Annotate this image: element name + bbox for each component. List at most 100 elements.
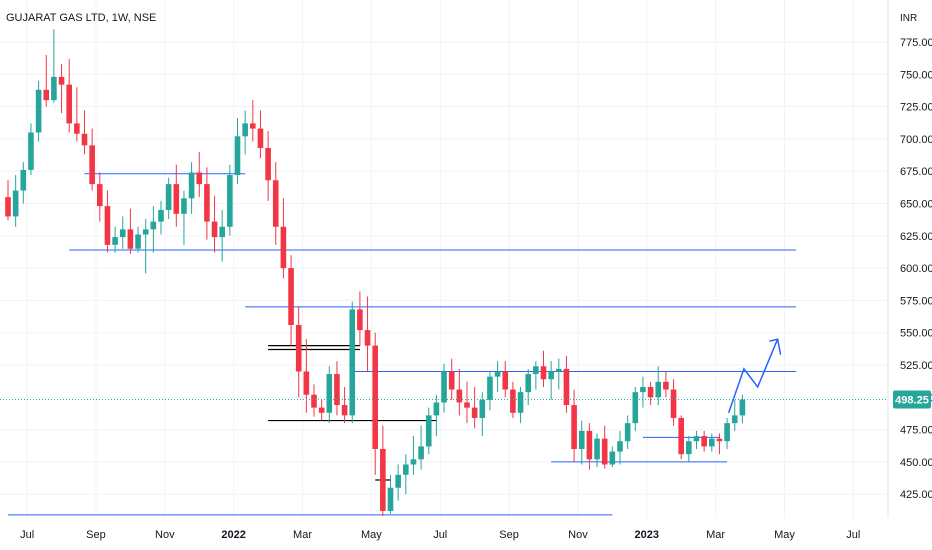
candle-body <box>66 84 72 124</box>
candle-body <box>119 229 126 238</box>
x-tick-label: Mar <box>293 529 312 541</box>
candle <box>257 110 264 159</box>
candle-body <box>739 399 746 416</box>
candle <box>242 110 248 155</box>
candle <box>89 128 95 191</box>
candle-body <box>556 368 562 372</box>
candle <box>510 381 516 418</box>
candle-body <box>380 448 386 511</box>
candle <box>632 386 639 431</box>
x-tick-label: Sep <box>499 529 519 541</box>
last-price-value: 498.25 <box>895 395 929 407</box>
candle-body <box>165 184 172 210</box>
candle-body <box>403 464 409 475</box>
candle <box>548 361 554 400</box>
candle-body <box>250 123 256 129</box>
candle-body <box>58 76 65 85</box>
candle <box>678 415 684 460</box>
candle <box>181 190 187 245</box>
candle <box>204 167 210 240</box>
candle-body <box>456 389 463 403</box>
candle-body <box>441 371 447 403</box>
x-tick-label: Nov <box>155 529 175 541</box>
candle <box>119 216 126 249</box>
candle-body <box>5 197 11 217</box>
candle-body <box>670 389 677 418</box>
projection-arrowhead <box>769 338 782 355</box>
candle-body <box>280 226 287 269</box>
candle-body <box>181 198 187 214</box>
candle-body <box>188 172 195 199</box>
candle <box>456 368 463 416</box>
candle-body <box>142 229 149 235</box>
candle <box>303 339 310 413</box>
candle-body <box>617 441 623 452</box>
candle-body <box>686 441 692 455</box>
candle-body <box>219 226 225 238</box>
candle <box>158 200 164 235</box>
candle-body <box>364 330 371 346</box>
chart-title: GUJARAT GAS LTD, 1W, NSE <box>6 12 156 24</box>
price-axis[interactable]: 425.00450.00475.00500.00525.00550.00575.… <box>900 37 932 501</box>
candle-body <box>28 132 34 170</box>
candle <box>364 296 371 372</box>
candle <box>387 474 394 514</box>
candle <box>357 291 363 346</box>
candle <box>724 417 730 449</box>
candle-body <box>425 415 432 447</box>
candle <box>739 394 746 424</box>
candle-body <box>395 474 401 488</box>
candle <box>418 425 424 470</box>
candle-body <box>724 423 730 442</box>
candle-body <box>494 371 501 377</box>
candle <box>410 436 417 475</box>
candle <box>135 226 141 253</box>
candle <box>601 425 608 469</box>
candle <box>441 363 447 413</box>
x-tick-label: Nov <box>568 529 588 541</box>
candle <box>640 376 646 408</box>
time-axis[interactable]: Jul Sep Nov 2022 Mar May Jul Sep Nov 2023 Mar May Ju… <box>20 529 860 541</box>
x-tick-label: Sep <box>86 529 106 541</box>
candle-body <box>533 366 539 375</box>
candle <box>533 361 539 390</box>
candle <box>594 433 600 468</box>
candle-body <box>112 237 118 245</box>
candle-body <box>257 128 264 148</box>
candle-body <box>89 145 95 185</box>
candle-body <box>127 229 134 249</box>
candle-body <box>640 386 646 393</box>
candle <box>556 358 562 390</box>
candle <box>433 394 440 437</box>
candle <box>58 63 65 114</box>
candle <box>272 162 279 245</box>
candle <box>349 301 356 424</box>
y-tick-label: 675.00 <box>900 166 932 178</box>
y-tick-label: 450.00 <box>900 457 932 469</box>
y-tick-label: 775.00 <box>900 37 932 49</box>
candle-body <box>211 221 218 238</box>
candle <box>563 355 570 413</box>
candle-body <box>609 451 616 465</box>
grid <box>0 0 888 518</box>
candle <box>494 361 501 393</box>
candle-body <box>548 371 554 380</box>
candle <box>12 175 19 227</box>
candle-body <box>227 175 233 227</box>
candle-body <box>433 402 440 416</box>
candle-body <box>624 423 631 442</box>
candle-body <box>586 430 593 460</box>
candle <box>28 123 34 176</box>
candle-body <box>571 405 577 449</box>
candle-body <box>517 392 524 413</box>
candle <box>395 464 401 501</box>
x-tick-label: 2022 <box>221 529 245 541</box>
candle <box>487 371 493 411</box>
candle <box>173 164 180 227</box>
candle <box>165 177 172 220</box>
candle-body <box>594 438 600 460</box>
candle-body <box>242 123 248 137</box>
candle <box>341 386 348 424</box>
candle-body <box>326 374 333 413</box>
